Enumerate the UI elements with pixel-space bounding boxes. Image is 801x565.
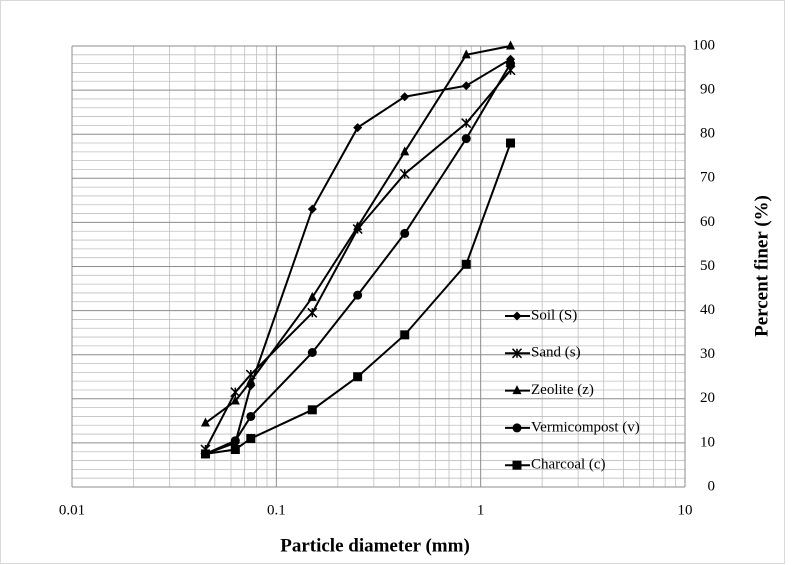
data-point	[307, 307, 318, 318]
data-point	[307, 204, 317, 214]
data-point	[230, 436, 240, 446]
legend-label: Vermicompost (v)	[531, 419, 640, 435]
data-point	[400, 146, 410, 156]
data-point	[461, 134, 471, 144]
series-line	[205, 58, 512, 455]
y-axis-title: Percent finer (%)	[751, 195, 772, 337]
legend-marker	[512, 460, 522, 470]
data-point	[506, 40, 516, 50]
data-point	[506, 138, 516, 148]
legend-marker	[512, 385, 522, 395]
y-tick-label: 40	[700, 302, 715, 318]
series-line	[204, 45, 511, 424]
x-tick-label: 0.1	[267, 502, 286, 518]
y-tick-label: 30	[700, 346, 715, 362]
chart-frame	[0, 0, 785, 564]
data-point	[200, 417, 210, 427]
legend-label: Charcoal (c)	[531, 457, 606, 473]
data-point	[506, 59, 516, 69]
legend-marker	[511, 348, 523, 359]
data-point	[461, 259, 471, 269]
x-tick-label: 10	[678, 502, 693, 518]
legend-label: Sand (s)	[531, 345, 581, 361]
data-point	[230, 445, 240, 455]
data-point	[353, 290, 363, 300]
y-tick-label: 90	[700, 82, 715, 98]
data-point	[230, 395, 240, 405]
x-tick-label: 1	[477, 502, 485, 518]
y-tick-label: 60	[700, 214, 715, 230]
data-point	[353, 123, 363, 133]
data-point	[461, 118, 472, 129]
data-point	[400, 228, 410, 238]
data-point	[353, 221, 363, 231]
y-tick-label: 50	[700, 258, 715, 274]
legend-marker	[512, 311, 522, 321]
data-point	[246, 375, 256, 385]
data-point	[399, 168, 410, 179]
y-tick-label: 100	[693, 37, 716, 53]
y-tick-label: 10	[700, 434, 715, 450]
y-tick-label: 0	[708, 478, 716, 494]
data-point	[461, 81, 471, 91]
legend-marker	[512, 423, 522, 433]
legend-label: Soil (S)	[531, 307, 577, 323]
x-axis-title: Particle diameter (mm)	[280, 535, 470, 556]
data-point	[400, 92, 410, 102]
data-point	[353, 372, 363, 382]
data-point	[307, 347, 317, 357]
y-tick-label: 70	[700, 170, 715, 186]
y-tick-label: 80	[700, 126, 715, 142]
x-tick-label: 0.01	[59, 502, 85, 518]
data-point	[200, 449, 210, 459]
data-point	[246, 433, 256, 443]
legend-label: Zeolite (z)	[531, 382, 594, 398]
data-point	[461, 49, 471, 59]
y-tick-label: 20	[700, 390, 715, 406]
data-point	[230, 387, 241, 398]
data-point	[246, 411, 256, 421]
data-point	[307, 291, 317, 301]
data-point	[307, 405, 317, 415]
series-line	[205, 63, 512, 455]
data-point	[400, 330, 410, 340]
